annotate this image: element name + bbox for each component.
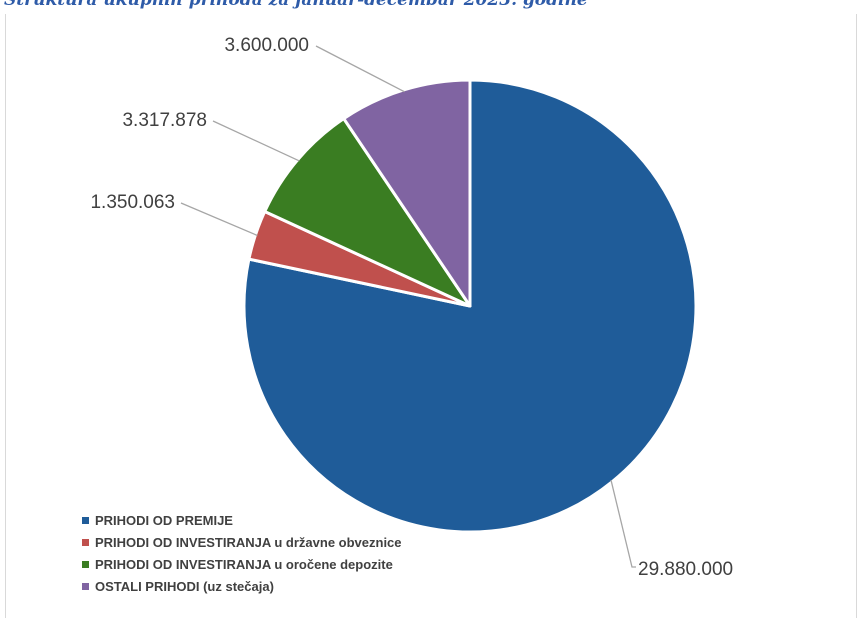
legend-item-premije: PRIHODI OD PREMIJE — [82, 509, 402, 531]
pie-slice-ostali — [342, 78, 472, 308]
legend-swatch-ostali — [82, 582, 89, 590]
legend-item-obveznice: PRIHODI OD INVESTIRANJA u državne obvezn… — [82, 531, 402, 553]
chart-title: Struktura ukupnih prihoda za januar-dece… — [4, 0, 588, 10]
data-label-premije: 29.880.000 — [638, 559, 733, 580]
legend-item-ostali: OSTALI PRIHODI (uz stečaja) — [82, 575, 402, 597]
pie-slices — [242, 78, 698, 534]
leader-line-ostali — [315, 45, 405, 93]
leader-line-depozite — [212, 120, 300, 162]
leader-line-premije — [610, 479, 636, 568]
legend-label-ostali: OSTALI PRIHODI (uz stečaja) — [95, 578, 274, 594]
legend-label-premije: PRIHODI OD PREMIJE — [95, 512, 233, 528]
data-label-ostali: 3.600.000 — [224, 35, 309, 56]
data-label-depozite: 3.317.878 — [122, 110, 207, 131]
legend-swatch-premije — [82, 516, 89, 524]
data-labels: 29.880.000 1.350.063 3.317.878 3.600.000 — [90, 35, 733, 580]
legend-label-obveznice: PRIHODI OD INVESTIRANJA u državne obvezn… — [95, 534, 402, 550]
legend-swatch-obveznice — [82, 538, 89, 546]
leader-line-obveznice — [180, 202, 258, 237]
legend-item-depozite: PRIHODI OD INVESTIRANJA u oročene depozi… — [82, 553, 402, 575]
data-label-obveznice: 1.350.063 — [90, 192, 175, 213]
leader-lines — [180, 45, 636, 568]
chart-frame — [5, 14, 857, 618]
pie-slice-premije — [242, 78, 698, 534]
legend-label-depozite: PRIHODI OD INVESTIRANJA u oročene depozi… — [95, 556, 393, 572]
legend: PRIHODI OD PREMIJE PRIHODI OD INVESTIRAN… — [82, 509, 402, 597]
legend-swatch-depozite — [82, 560, 89, 568]
